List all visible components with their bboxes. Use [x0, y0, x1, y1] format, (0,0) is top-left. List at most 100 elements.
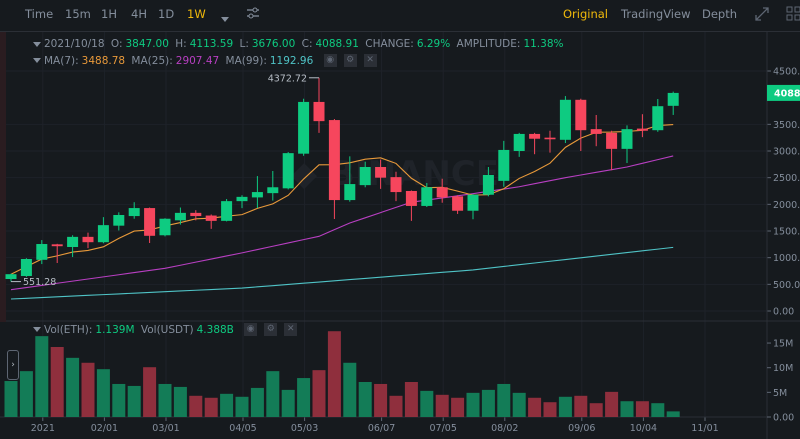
- ma99-label: MA(99):: [225, 54, 267, 67]
- candle-up: [298, 101, 310, 154]
- time-tick-label: 05/03: [291, 423, 318, 434]
- volume-bar-down: [404, 381, 418, 417]
- last-price-tag: [767, 84, 800, 101]
- candle-down: [606, 132, 618, 149]
- volume-bar-up: [235, 396, 249, 417]
- candle-up: [513, 133, 525, 151]
- close-value: 4088.91: [315, 38, 359, 50]
- candle-down: [544, 137, 556, 140]
- candle-down: [405, 191, 417, 206]
- volume-bar-up: [266, 371, 280, 417]
- price-tick-label: 2500.00: [773, 173, 800, 184]
- price-tick-label: 1000.00: [773, 253, 800, 264]
- fullscreen-expand-icon[interactable]: [754, 6, 770, 25]
- candle-up: [667, 92, 679, 106]
- volume-bar-down: [312, 370, 326, 417]
- expand-left-panel-button[interactable]: ›: [7, 350, 19, 380]
- time-tick-label: 04/05: [229, 423, 256, 434]
- vol-eth-value: 1.139M: [95, 323, 135, 336]
- price-tick-label: 1500.00: [773, 227, 800, 238]
- change-value: 6.29%: [416, 38, 451, 50]
- ma7-label: MA(7):: [44, 54, 79, 67]
- candle-down: [390, 177, 402, 193]
- candle-date: 2021/10/18: [44, 38, 105, 50]
- candle-up: [267, 187, 279, 194]
- price-tick-label: 3500.00: [773, 120, 800, 131]
- high-value: 4113.59: [189, 38, 234, 50]
- volume-bar-up: [420, 390, 434, 417]
- remove-indicator-icon[interactable]: ✕: [284, 323, 298, 336]
- time-tick-label: 08/02: [491, 423, 518, 434]
- volume-bar-up: [481, 389, 495, 417]
- volume-bar-down: [543, 402, 557, 417]
- volume-bar-down: [189, 395, 203, 417]
- high-marker-label: 4372.72: [268, 73, 307, 84]
- time-tick-label: 10/04: [630, 423, 657, 434]
- visibility-eye-icon[interactable]: ◉: [244, 323, 258, 336]
- time-tick-label: 2021: [31, 423, 55, 434]
- indicator-settings-icon[interactable]: ⚙: [264, 323, 278, 336]
- interval-1w[interactable]: 1W: [187, 7, 206, 21]
- candle-down: [328, 120, 340, 201]
- price-tick-label: 2000.00: [773, 200, 800, 211]
- view-depth[interactable]: Depth: [702, 7, 738, 21]
- low-marker-label: 551.28: [23, 277, 56, 288]
- ma7-value: 3488.78: [81, 54, 126, 67]
- ma25-value: 2907.47: [175, 54, 220, 67]
- collapse-caret-icon[interactable]: [33, 327, 41, 332]
- toolbar: Time 15m 1H 4H 1D 1W Original TradingVie…: [0, 0, 800, 32]
- vol-usdt-value: 4.388B: [196, 323, 234, 336]
- candle-up: [498, 149, 510, 181]
- candle-up: [97, 225, 109, 243]
- volume-bar-up: [250, 387, 264, 417]
- volume-bar-up: [466, 392, 480, 417]
- volume-bar-up: [558, 396, 572, 417]
- layout-grid-icon[interactable]: [786, 6, 800, 25]
- volume-bar-up: [358, 381, 372, 417]
- volume-bar-down: [435, 394, 449, 417]
- change-label: CHANGE:: [365, 38, 414, 50]
- collapse-caret-icon[interactable]: [33, 58, 41, 63]
- volume-bar-down: [327, 331, 341, 417]
- volume-bar-down: [143, 367, 157, 417]
- interval-4h[interactable]: 4H: [131, 7, 147, 21]
- time-tick-label: 07/05: [430, 423, 457, 434]
- low-label: L:: [239, 38, 249, 50]
- volume-tick-label: 15M: [773, 339, 793, 350]
- close-label: C:: [301, 38, 313, 50]
- interval-15m[interactable]: 15m: [65, 7, 91, 21]
- time-tick-label: 03/01: [152, 423, 179, 434]
- collapse-caret-icon[interactable]: [33, 41, 41, 47]
- interval-time[interactable]: Time: [25, 7, 54, 21]
- volume-bar-up: [220, 393, 234, 417]
- candle-down: [636, 128, 648, 131]
- candle-up: [467, 194, 479, 211]
- interval-1d[interactable]: 1D: [158, 7, 175, 21]
- time-tick-label: 09/06: [568, 423, 595, 434]
- candle-down: [144, 208, 156, 236]
- remove-indicator-icon[interactable]: ✕: [363, 54, 377, 67]
- volume-tick-label: 10M: [773, 363, 793, 374]
- view-tradingview[interactable]: TradingView: [621, 7, 691, 21]
- view-original[interactable]: Original: [563, 7, 609, 21]
- time-tick-label: 02/01: [91, 423, 118, 434]
- settings-sliders-icon[interactable]: [246, 6, 260, 23]
- indicator-settings-icon[interactable]: ⚙: [343, 54, 357, 67]
- candle-down: [452, 196, 464, 211]
- amplitude-label: AMPLITUDE:: [456, 38, 521, 50]
- volume-bar-up: [281, 389, 295, 417]
- candle-up: [5, 274, 17, 279]
- candle-down: [590, 129, 602, 134]
- candle-up: [421, 187, 433, 206]
- candle-down: [82, 236, 94, 243]
- low-value: 3676.00: [251, 38, 296, 50]
- candle-up: [174, 212, 186, 221]
- visibility-eye-icon[interactable]: ◉: [323, 54, 337, 67]
- candle-up: [482, 175, 494, 195]
- volume-bar-down: [50, 346, 64, 417]
- volume-bar-up: [666, 411, 680, 417]
- candle-up: [221, 201, 233, 221]
- interval-1h[interactable]: 1H: [101, 7, 117, 21]
- more-intervals-dropdown-icon[interactable]: [221, 12, 236, 26]
